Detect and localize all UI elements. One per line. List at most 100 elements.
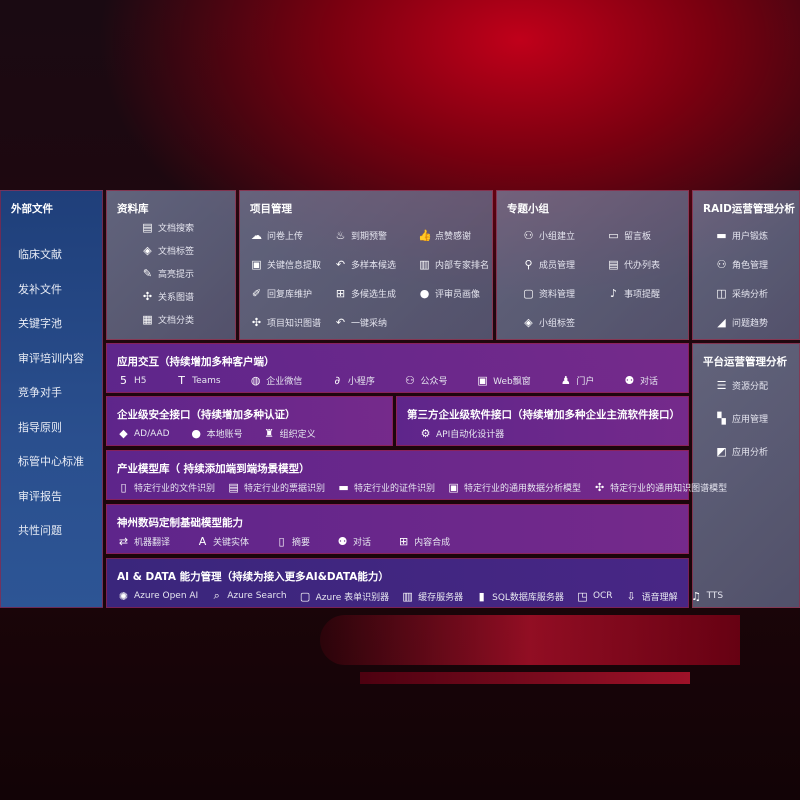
- external-file-item[interactable]: 发补文件: [18, 282, 62, 296]
- external-file-item[interactable]: 审评培训内容: [18, 351, 84, 365]
- feature-item[interactable]: ▦ 文档分类: [141, 313, 194, 326]
- feature-item[interactable]: ✣ 项目知识图谱: [250, 316, 321, 329]
- feature-item[interactable]: ⌕ Azure Search: [210, 589, 287, 603]
- folder-icon: ▢: [523, 287, 534, 300]
- external-file-item[interactable]: 临床文献: [18, 248, 62, 261]
- graph-icon: ✣: [594, 481, 605, 494]
- form-icon: ▢: [299, 589, 311, 603]
- feature-item[interactable]: ♪ 事项提醒: [607, 287, 660, 300]
- feature-item[interactable]: ⚲ 成员管理: [522, 258, 575, 271]
- external-file-item[interactable]: 共性问题: [18, 524, 62, 537]
- feature-item[interactable]: ▬ 特定行业的证件识别: [337, 481, 435, 494]
- gear-icon: ⚙: [420, 427, 431, 440]
- wechat-icon: ◍: [250, 374, 261, 387]
- feature-item[interactable]: ⚇ 小组建立: [522, 229, 575, 242]
- feature-item[interactable]: ▣ Web飘窗: [476, 374, 530, 387]
- feature-item[interactable]: ▚ 应用管理: [715, 412, 768, 425]
- feature-item[interactable]: ✐ 回复库维护: [250, 287, 312, 300]
- feature-label: 文档标签: [158, 247, 195, 257]
- feature-item[interactable]: ◈ 小组标签: [522, 316, 575, 329]
- feature-item[interactable]: ↶ 一键采纳: [334, 316, 387, 329]
- database-icon: ▮: [478, 589, 485, 603]
- feature-item[interactable]: ◩ 应用分析: [715, 445, 768, 458]
- external-file-item[interactable]: 关键字池: [18, 317, 62, 330]
- feature-item[interactable]: ▯ 摘要: [275, 535, 311, 548]
- feature-item[interactable]: ▤ 文档搜索: [141, 221, 194, 234]
- feature-item[interactable]: ◆ AD/AAD: [117, 427, 169, 440]
- user-icon: ●: [419, 287, 430, 300]
- upload-icon: ☁: [251, 229, 262, 242]
- feature-item[interactable]: ▤ 特定行业的票据识别: [227, 481, 325, 494]
- feature-item[interactable]: ▬ 用户锻炼: [715, 229, 768, 242]
- feature-label: 特定行业的证件识别: [354, 484, 436, 494]
- feature-item[interactable]: ♟ 门户: [559, 374, 594, 387]
- feature-label: 组织定义: [279, 430, 316, 440]
- feature-item[interactable]: ▢ 资料管理: [522, 287, 575, 300]
- feature-item[interactable]: ✎ 高亮提示: [141, 267, 194, 280]
- chat-icon: ⚉: [337, 535, 348, 548]
- feature-item[interactable]: ◳ OCR: [576, 590, 612, 603]
- feature-item[interactable]: ⇄ 机器翻译: [117, 535, 170, 548]
- doc-search-icon: ▤: [142, 221, 153, 234]
- feature-item[interactable]: ✺ Azure Open AI: [117, 590, 198, 603]
- feature-item[interactable]: ◈ 文档标签: [141, 244, 194, 257]
- feature-item[interactable]: ▥ 内部专家排名: [418, 258, 489, 271]
- feature-item[interactable]: ⚉ 对话: [623, 374, 658, 387]
- window-icon: ▣: [477, 374, 488, 387]
- feature-item[interactable]: ⚇ 角色管理: [715, 258, 768, 271]
- feature-item[interactable]: ◫ 采纳分析: [715, 287, 768, 300]
- feature-item[interactable]: ⊞ 内容合成: [397, 535, 450, 548]
- feature-item[interactable]: ▯ 特定行业的文件识别: [117, 481, 215, 494]
- feature-item[interactable]: ● 本地账号: [190, 427, 242, 440]
- feature-label: 点赞感谢: [435, 232, 472, 242]
- feature-item[interactable]: ▣ 特定行业的通用数据分析模型: [447, 481, 581, 494]
- feature-item[interactable]: ⚇ 公众号: [403, 374, 447, 387]
- feature-item[interactable]: ▤ 代办列表: [607, 258, 660, 271]
- apps-icon: ▚: [717, 412, 726, 425]
- clipboard-icon: ▤: [608, 258, 619, 271]
- feature-item[interactable]: ♜ 组织定义: [263, 427, 316, 440]
- panel-title: AI & DATA 能力管理（持续为接入更多AI&DATA能力）: [117, 571, 389, 583]
- feature-item[interactable]: ⇩ 语音理解: [625, 590, 678, 603]
- feature-item[interactable]: ▮ SQL数据库服务器: [475, 590, 564, 603]
- feature-item[interactable]: 👍 点赞感谢: [418, 229, 471, 242]
- feature-item[interactable]: ✣ 特定行业的通用知识图谱模型: [593, 481, 727, 494]
- feature-item[interactable]: ⊞ 多候选生成: [334, 287, 396, 300]
- graph-icon: ✣: [142, 290, 153, 303]
- feature-item[interactable]: ◍ 企业微信: [249, 374, 302, 387]
- feature-item[interactable]: 5 H5: [117, 374, 147, 387]
- feature-item[interactable]: ∂ 小程序: [331, 374, 374, 387]
- feature-item[interactable]: ✣ 关系图谱: [141, 290, 194, 303]
- tag-icon: ◈: [143, 244, 152, 257]
- feature-item[interactable]: ▭ 留言板: [607, 229, 651, 242]
- external-file-item[interactable]: 审评报告: [18, 489, 62, 503]
- feature-item[interactable]: ◢ 问题趋势: [715, 316, 768, 329]
- external-file-item[interactable]: 标管中心标准: [18, 455, 84, 468]
- feature-label: 缓存服务器: [418, 592, 464, 603]
- feature-label: 采纳分析: [732, 290, 769, 300]
- feature-item[interactable]: ⚙ API自动化设计器: [419, 427, 505, 440]
- teams-icon: T: [178, 374, 185, 387]
- feature-item[interactable]: ☰ 资源分配: [715, 379, 768, 392]
- feature-item[interactable]: A 关键实体: [196, 535, 249, 548]
- feature-item[interactable]: ▢ Azure 表单识别器: [299, 589, 389, 603]
- bell-icon: ♪: [609, 287, 618, 300]
- feature-label: H5: [134, 375, 147, 386]
- feature-label: 特定行业的文件识别: [134, 484, 216, 494]
- feature-item[interactable]: ↶ 多样本候选: [334, 258, 396, 271]
- feature-item[interactable]: ▥ 缓存服务器: [401, 590, 463, 603]
- feature-item[interactable]: ♫ TTS: [690, 590, 724, 603]
- feature-item[interactable]: ● 评审员画像: [418, 287, 480, 300]
- feature-item[interactable]: ⚉ 对话: [336, 535, 371, 548]
- window-icon: ▣: [251, 258, 262, 271]
- feature-item[interactable]: T Teams: [175, 374, 220, 387]
- feature-item[interactable]: ☁ 问卷上传: [250, 229, 303, 242]
- panel-title: 企业级安全接口（持续增加多种认证）: [117, 409, 296, 421]
- feature-item[interactable]: ▣ 关键信息提取: [250, 258, 321, 271]
- feature-item[interactable]: ♨ 到期预警: [334, 229, 387, 242]
- external-file-item[interactable]: 指导原则: [18, 420, 62, 434]
- feature-label: TTS: [706, 591, 724, 601]
- external-file-item[interactable]: 竞争对手: [18, 386, 62, 399]
- platform-panel: 平台运营管理分析 ☰ 资源分配 ▚ 应用管理 ◩ 应用分析: [692, 343, 800, 608]
- feature-label: 语音理解: [641, 592, 678, 603]
